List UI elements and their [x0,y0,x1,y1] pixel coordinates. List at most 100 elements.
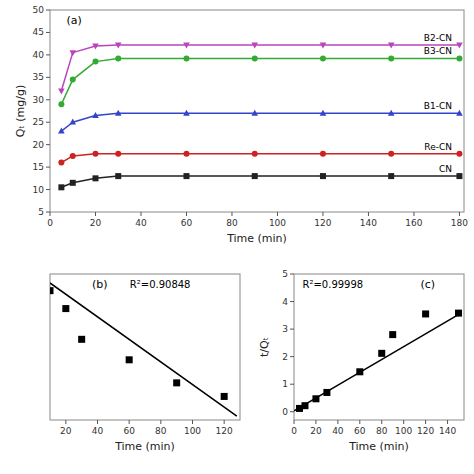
annotation: R²=0.99998 [303,279,364,290]
data-point [70,153,76,159]
x-axis-label: Time (min) [114,440,175,453]
x-tick-label: 120 [314,218,331,228]
y-tick-label: 50 [33,5,45,15]
data-point [58,128,65,134]
data-point [456,110,463,116]
y-tick-label: 0 [282,407,288,417]
data-point [69,119,76,125]
x-tick [447,420,448,424]
x-tick [315,420,316,424]
data-point [456,43,463,49]
x-tick [403,420,404,424]
data-point [115,173,121,179]
data-point [126,356,133,363]
series-line [61,45,459,91]
y-tick [46,10,50,11]
y-tick-label: 40 [33,50,45,60]
x-tick [192,420,193,424]
x-tick-label: 40 [135,218,147,228]
x-tick [50,212,51,216]
data-point [62,305,69,312]
data-point [70,77,76,83]
panel-label: (b) [92,278,108,291]
plot-area [294,310,462,412]
x-axis-label: Time (min) [226,232,287,245]
x-tick [381,420,382,424]
y-tick [46,32,50,33]
y-tick [46,99,50,100]
x-tick-label: 0 [291,426,297,436]
data-point [173,379,180,386]
data-point [115,110,122,116]
data-point [389,331,396,338]
x-tick-label: 140 [360,218,377,228]
x-tick-label: 40 [332,426,344,436]
y-tick [46,212,50,213]
data-point [388,173,394,179]
data-point [58,88,65,94]
panel: 0204060801001201401601805101520253035404… [14,5,468,245]
data-point [388,151,394,157]
x-tick-label: 100 [395,426,412,436]
data-point [115,55,121,61]
y-tick [290,356,294,357]
series-line [61,58,459,104]
y-axis-label: Qₜ (mg/g) [14,85,27,137]
panel-label: (a) [66,14,81,27]
data-point [320,151,326,157]
x-tick-label: 100 [269,218,286,228]
y-tick [46,54,50,55]
plot-area [58,43,463,191]
x-axis-label: Time (min) [348,440,409,453]
y-tick [290,301,294,302]
data-point [320,110,327,116]
y-tick-label: 2 [282,352,288,362]
y-tick-label: 45 [33,27,44,37]
data-point [69,50,76,56]
data-point [183,55,189,61]
data-point [378,350,385,357]
x-tick-label: 20 [90,218,102,228]
figure: 0204060801001201401601805101520253035404… [0,0,474,474]
x-tick [231,212,232,216]
x-tick [277,212,278,216]
x-tick [294,420,295,424]
y-tick [46,167,50,168]
y-tick-label: 30 [33,95,45,105]
x-tick-label: 60 [123,426,135,436]
data-point [50,287,54,294]
series-labels: B2-CNB3-CNB1-CNRe-CNCN [424,33,452,174]
panel-label: (c) [420,278,435,291]
data-point [251,43,258,49]
data-point [251,110,258,116]
series-line [61,154,459,163]
plot-frame [50,274,240,420]
x-tick-label: 80 [226,218,238,228]
x-tick [129,420,130,424]
x-tick-label: 60 [181,218,193,228]
data-point [388,43,395,49]
data-point [456,173,462,179]
data-point [183,43,190,49]
data-point [115,151,121,157]
plot-frame [50,10,464,212]
series-label: Re-CN [424,142,452,152]
x-tick [97,420,98,424]
x-tick [95,212,96,216]
x-tick-label: 120 [417,426,434,436]
data-point [183,173,189,179]
series-line [61,113,459,131]
y-tick-label: 10 [33,185,45,195]
x-tick-label: 120 [216,426,233,436]
data-point [252,55,258,61]
x-tick [140,212,141,216]
data-point [58,101,64,107]
y-tick-label: 1 [282,379,288,389]
x-tick [337,420,338,424]
y-tick [290,384,294,385]
data-point [183,151,189,157]
data-point [422,310,429,317]
x-tick-label: 180 [451,218,468,228]
page: {"chart_data": [ {"type": "line", "title… [0,0,474,474]
x-tick [368,212,369,216]
